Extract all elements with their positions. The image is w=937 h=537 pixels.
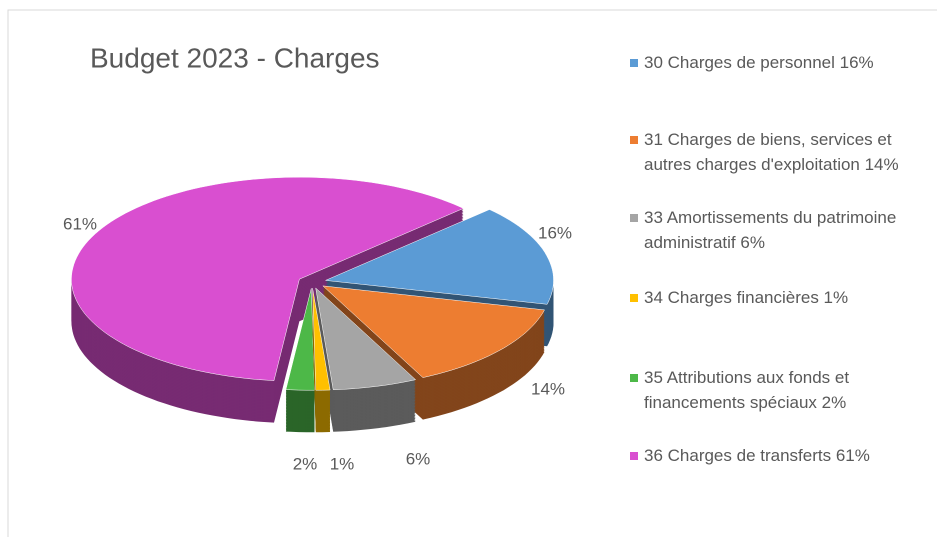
slice — [322, 285, 545, 378]
chart-title: Budget 2023 - Charges — [90, 42, 380, 73]
data-label: 14% — [531, 379, 565, 398]
slice-group — [312, 288, 331, 433]
data-label: 16% — [538, 223, 572, 242]
legend-label: 33 Amortissements du patrimoine administ… — [644, 208, 897, 252]
legend-label: 31 Charges de biens, services et autres … — [644, 130, 899, 174]
legend-item: 31 Charges de biens, services et autres … — [628, 127, 928, 177]
slice — [71, 176, 465, 381]
slice-group — [71, 176, 465, 423]
legend-item: 30 Charges de personnel 16% — [628, 50, 928, 75]
slice — [315, 287, 417, 390]
data-label: 6% — [406, 449, 431, 468]
legend-item: 36 Charges de transferts 61% — [628, 443, 928, 468]
legend-label: 35 Attributions aux fonds et financement… — [644, 368, 850, 412]
data-label: 1% — [330, 454, 355, 473]
slice — [324, 209, 554, 305]
legend-item: 33 Amortissements du patrimoine administ… — [628, 205, 928, 255]
legend-swatch — [630, 136, 638, 144]
chart-frame — [7, 9, 937, 537]
legend-swatch — [630, 452, 638, 460]
data-label: 2% — [293, 454, 318, 473]
slice — [312, 288, 331, 391]
data-label: 61% — [63, 214, 97, 233]
legend-swatch — [630, 214, 638, 222]
slice-group — [285, 288, 315, 433]
legend-item: 35 Attributions aux fonds et financement… — [628, 365, 928, 415]
legend-label: 36 Charges de transferts 61% — [644, 446, 870, 465]
slice-group — [315, 287, 417, 432]
legend-label: 30 Charges de personnel 16% — [644, 53, 874, 72]
legend-swatch — [630, 294, 638, 302]
legend-swatch — [630, 374, 638, 382]
legend-swatch — [630, 59, 638, 67]
legend-item: 34 Charges financières 1% — [628, 285, 928, 310]
legend-label: 34 Charges financières 1% — [644, 288, 849, 307]
